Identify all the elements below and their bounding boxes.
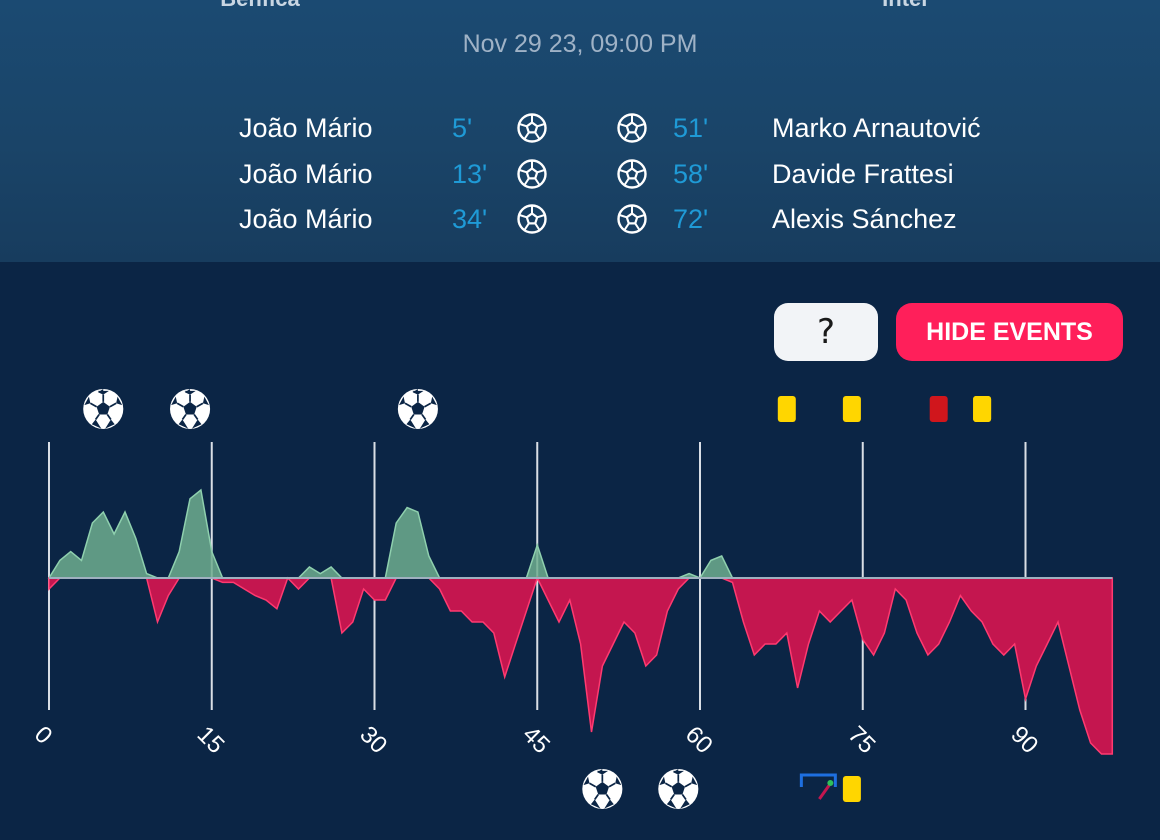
soccer-ball-outline-icon: [616, 158, 648, 190]
home-goal-minute: 5': [452, 113, 473, 143]
goal-row: João Mário 13' 58' Davide Frattesi: [0, 154, 1160, 194]
x-tick-label: 15: [192, 721, 230, 759]
away-goal-minute: 51': [673, 113, 709, 143]
help-button[interactable]: ?: [774, 303, 878, 361]
soccer-ball-outline-icon: [516, 112, 548, 144]
soccer-ball-outline-icon: [616, 112, 648, 144]
soccer-ball-outline-icon: [516, 203, 548, 235]
goal-event-icon[interactable]: [169, 388, 211, 430]
away-scorer: Davide Frattesi: [772, 159, 954, 189]
momentum-chart: 0 15 30 45 60 75 90: [29, 388, 1114, 810]
away-scorer: Marko Arnautović: [772, 113, 981, 143]
yellow-card-icon[interactable]: [842, 396, 861, 422]
home-team-name: Benfica: [140, 0, 380, 12]
x-tick-label: 75: [843, 721, 881, 759]
x-tick-label: 0: [29, 721, 58, 750]
red-card-icon[interactable]: [929, 396, 948, 422]
hide-events-button[interactable]: HIDE EVENTS: [896, 303, 1123, 361]
away-goal-minute: 58': [673, 159, 709, 189]
goal-row: João Mário 5' 51' Marko Arnautović: [0, 108, 1160, 148]
match-datetime: Nov 29 23, 09:00 PM: [462, 30, 698, 58]
x-tick-label: 90: [1005, 721, 1043, 759]
yellow-card-icon[interactable]: [973, 396, 992, 422]
match-header: Benfica Inter Nov 29 23, 09:00 PM João M…: [0, 0, 1160, 262]
away-goal-minute: 72': [673, 204, 709, 234]
away-momentum-area: [48, 576, 1114, 755]
yellow-card-icon[interactable]: [842, 776, 861, 802]
home-scorer: João Mário: [239, 159, 373, 189]
goal-row: João Mário 34' 72' Alexis Sánchez: [0, 199, 1160, 239]
home-goal-minute: 34': [452, 204, 488, 234]
goal-event-icon[interactable]: [657, 768, 700, 810]
goal-event-icon[interactable]: [581, 768, 624, 810]
x-tick-label: 45: [517, 721, 555, 759]
soccer-ball-outline-icon: [616, 203, 648, 235]
home-scorer: João Mário: [239, 113, 373, 143]
away-team-name: Inter: [786, 0, 1026, 12]
soccer-ball-outline-icon: [516, 158, 548, 190]
goal-event-icon[interactable]: [82, 388, 125, 430]
x-tick-label: 30: [354, 721, 392, 759]
home-scorer: João Mário: [239, 204, 373, 234]
home-momentum-area: [47, 488, 1113, 579]
substitution-icon[interactable]: [799, 773, 837, 800]
goal-event-icon[interactable]: [396, 388, 439, 430]
home-goal-minute: 13': [452, 159, 488, 189]
away-scorer: Alexis Sánchez: [772, 204, 957, 234]
yellow-card-icon[interactable]: [777, 396, 796, 422]
x-tick-label: 60: [680, 721, 718, 759]
